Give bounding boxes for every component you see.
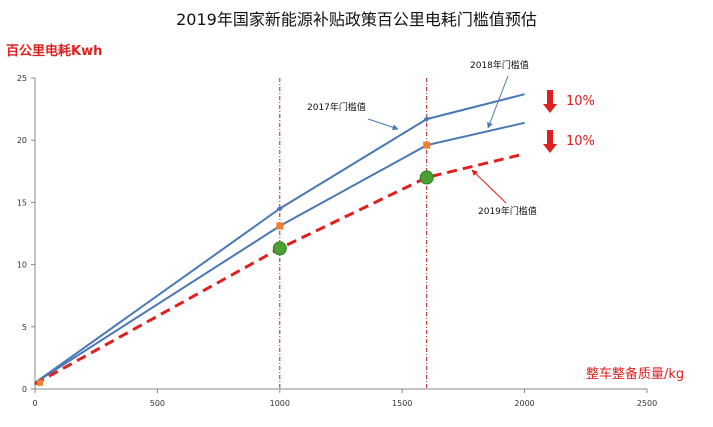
- x-tick-label: 500: [150, 399, 165, 408]
- x-tick-label: 0: [32, 399, 37, 408]
- decrease-label-1: 10%: [566, 94, 595, 109]
- callout-arrow-2019: [471, 169, 507, 204]
- decrease-label-2: 10%: [566, 134, 595, 149]
- series-line-3: [34, 152, 525, 386]
- y-tick-label: 10: [17, 261, 27, 270]
- series-label-2018: 2018年门槛值: [470, 59, 529, 71]
- x-tick-label: 1500: [392, 399, 412, 408]
- y-tick-label: 20: [17, 136, 27, 145]
- x-tick-label: 1000: [270, 399, 290, 408]
- x-tick-label: 2500: [637, 399, 657, 408]
- data-point: [276, 222, 284, 230]
- x-tick-label: 2000: [514, 399, 534, 408]
- series-line-2: [34, 121, 525, 384]
- decrease-arrow-icon: [543, 130, 557, 153]
- y-tick-label: 15: [17, 198, 27, 207]
- y-tick-label: 25: [17, 74, 27, 83]
- data-point: [276, 205, 283, 212]
- y-tick-label: 5: [22, 323, 27, 332]
- y-tick-label: 0: [22, 385, 27, 394]
- x-axis-label: 整车整备质量/kg: [586, 367, 685, 382]
- callout-arrow-2018: [487, 75, 509, 129]
- series-label-2019: 2019年门槛值: [478, 205, 537, 217]
- series-line-1: [34, 93, 525, 384]
- chart-title: 2019年国家新能源补贴政策百公里电耗门槛值预估: [176, 10, 537, 29]
- data-point: [272, 241, 287, 256]
- callout-arrow-2017: [367, 118, 399, 131]
- data-point: [423, 116, 430, 123]
- data-point: [423, 141, 431, 149]
- y-axis-label: 百公里电耗Kwh: [6, 44, 103, 59]
- data-point: [419, 170, 434, 185]
- data-point: [37, 379, 43, 386]
- series-label-2017: 2017年门槛值: [307, 101, 366, 113]
- decrease-arrow-icon: [543, 90, 557, 113]
